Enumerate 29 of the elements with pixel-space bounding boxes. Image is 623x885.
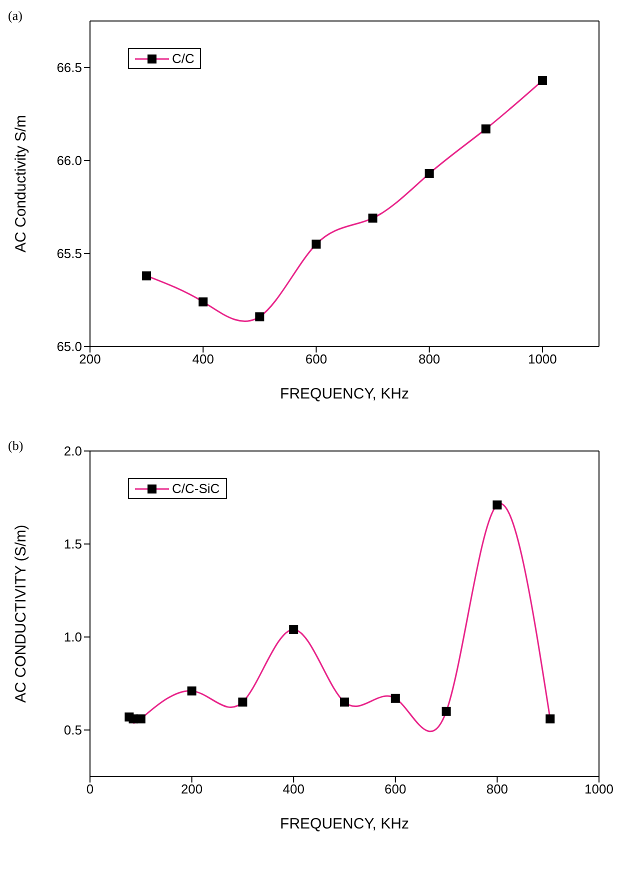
y-axis-title: AC CONDUCTIVITY (S/m) — [12, 524, 30, 703]
chart-title: (b) — [8, 438, 24, 454]
legend-box: C/C — [128, 48, 202, 69]
x-tick-label: 200 — [180, 782, 203, 797]
y-axis-title: AC Conductivity S/m — [12, 114, 30, 253]
x-tick-label: 1000 — [584, 782, 614, 797]
x-axis-title: FREQUENCY, KHz — [280, 386, 409, 402]
x-tick-label: 400 — [282, 782, 304, 797]
y-tick-label: 65.0 — [56, 339, 82, 354]
y-tick-label: 2.0 — [64, 444, 82, 459]
x-axis-title: FREQUENCY, KHz — [280, 816, 409, 832]
x-tick-label: 800 — [486, 782, 508, 797]
x-tick-label: 400 — [192, 352, 214, 367]
x-tick-label: 0 — [86, 782, 94, 797]
x-tick-label: 1000 — [528, 352, 557, 367]
y-tick-label: 66.5 — [56, 60, 82, 76]
x-tick-label: 800 — [418, 352, 440, 367]
legend-box: C/C-SiC — [128, 478, 227, 499]
y-tick-label: 66.0 — [56, 153, 82, 168]
y-tick-label: 65.5 — [56, 246, 82, 262]
legend-label: C/C-SiC — [172, 481, 220, 496]
x-tick-label: 200 — [79, 352, 101, 367]
chart-title: (a) — [8, 8, 22, 24]
y-tick-label: 1.0 — [64, 630, 82, 645]
x-tick-label: 600 — [305, 352, 328, 367]
y-tick-label: 1.5 — [64, 536, 82, 552]
x-tick-label: 600 — [384, 782, 406, 797]
y-tick-label: 0.5 — [64, 722, 82, 738]
legend-label: C/C — [172, 51, 194, 66]
